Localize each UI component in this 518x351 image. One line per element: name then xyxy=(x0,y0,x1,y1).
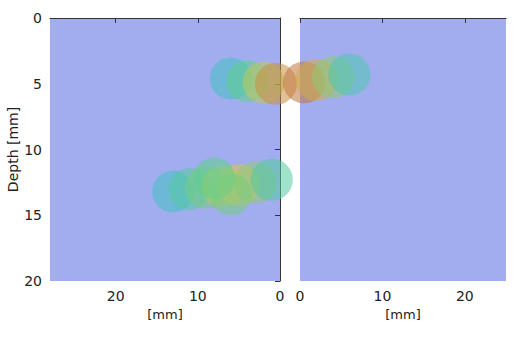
svg-text:10: 10 xyxy=(24,142,42,158)
svg-text:0: 0 xyxy=(296,288,305,304)
svg-text:20: 20 xyxy=(456,288,474,304)
svg-text:5: 5 xyxy=(33,76,42,92)
svg-text:20: 20 xyxy=(24,273,42,289)
svg-text:20: 20 xyxy=(107,288,125,304)
svg-text:0: 0 xyxy=(33,10,42,26)
svg-text:15: 15 xyxy=(24,207,42,223)
svg-text:[mm]: [mm] xyxy=(385,307,420,322)
svg-text:0: 0 xyxy=(276,288,285,304)
svg-text:[mm]: [mm] xyxy=(147,307,182,322)
svg-text:10: 10 xyxy=(373,288,391,304)
svg-text:10: 10 xyxy=(189,288,207,304)
svg-text:Depth [mm]: Depth [mm] xyxy=(5,107,21,192)
